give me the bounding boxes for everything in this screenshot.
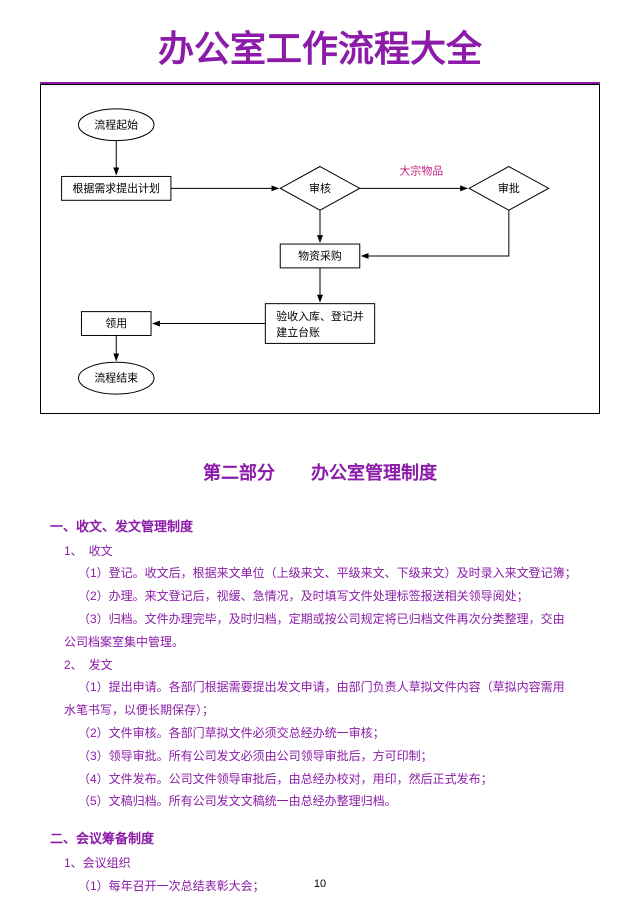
list-item: （3）归档。文件办理完毕，及时归档，定期或按公司规定将已归档文件再次分类整理，交… [78, 608, 590, 631]
flowchart-annotation: 大宗物品 [400, 163, 444, 177]
list-item: （1）提出申请。各部门根据需要提出发文申请，由部门负责人草拟文件内容（草拟内容需… [78, 676, 590, 699]
heading-2-3: 1、会议组织 [64, 852, 590, 875]
section-title: 第二部分 办公室管理制度 [0, 459, 640, 485]
list-item-cont: 水笔书写，以便长期保存）； [64, 699, 590, 722]
flowchart-container: 流程起始 根据需求提出计划 审核 审批 物资采购 验收入库、登记并 建立台账 领… [40, 84, 600, 414]
flowchart-label-register1: 验收入库、登记并 [276, 309, 363, 323]
list-item: （5）文稿归档。所有公司发文文稿统一由总经办整理归档。 [78, 790, 590, 813]
flowchart-label-start: 流程起始 [94, 117, 138, 131]
heading-2-2: 2、 发文 [64, 654, 590, 677]
flowchart-label-register2: 建立台账 [276, 325, 320, 339]
section-title-text: 第二部分 办公室管理制度 [203, 463, 437, 483]
list-item-cont: 公司档案室集中管理。 [64, 631, 590, 654]
list-item: （1）登记。收文后，根据来文单位（上级来文、平级来文、下级来文）及时录入来文登记… [78, 562, 590, 585]
heading-1-2: 二、会议筹备制度 [50, 827, 590, 852]
list-item: （2）办理。来文登记后，视缓、急情况，及时填写文件处理标签报送相关领导阅处； [78, 585, 590, 608]
title-text: 办公室工作流程大全 [158, 28, 482, 69]
flowchart-label-approve: 审批 [498, 181, 520, 195]
list-item: （4）文件发布。公司文件领导审批后，由总经办校对，用印，然后正式发布； [78, 768, 590, 791]
flowchart-label-purchase: 物资采购 [298, 248, 342, 262]
content-body: 一、收文、发文管理制度 1、 收文 （1）登记。收文后，根据来文单位（上级来文、… [50, 515, 590, 898]
list-item: （3）领导审批。所有公司发文必须由公司领导审批后，方可印制； [78, 745, 590, 768]
heading-1-1: 一、收文、发文管理制度 [50, 515, 590, 540]
page-number: 10 [0, 878, 640, 890]
flowchart-label-end: 流程结束 [94, 371, 138, 385]
edge-approve-purchase [362, 210, 509, 256]
flowchart-label-plan: 根据需求提出计划 [73, 181, 160, 195]
list-item: （2）文件审核。各部门草拟文件必须交总经办统一审核； [78, 722, 590, 745]
flowchart-label-use: 领用 [105, 317, 127, 330]
flowchart-label-audit: 审核 [309, 181, 331, 195]
flowchart-svg: 流程起始 根据需求提出计划 审核 审批 物资采购 验收入库、登记并 建立台账 领… [41, 85, 599, 413]
page-title: 办公室工作流程大全 [40, 0, 600, 84]
heading-2-1: 1、 收文 [64, 540, 590, 563]
